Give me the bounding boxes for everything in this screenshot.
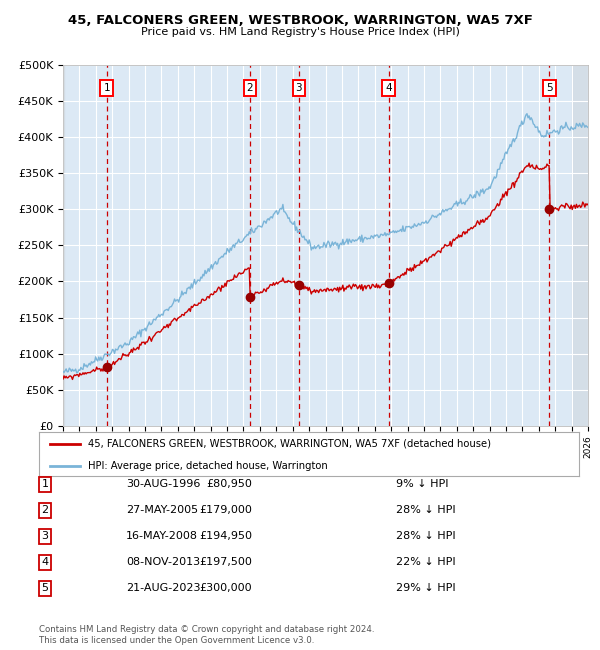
Text: 28% ↓ HPI: 28% ↓ HPI [396,505,455,515]
Text: £179,000: £179,000 [199,505,252,515]
Text: 1: 1 [103,83,110,93]
Text: 2: 2 [247,83,253,93]
Text: 1: 1 [41,479,49,489]
Text: 28% ↓ HPI: 28% ↓ HPI [396,531,455,541]
Text: 08-NOV-2013: 08-NOV-2013 [126,557,200,567]
Text: Contains HM Land Registry data © Crown copyright and database right 2024.
This d: Contains HM Land Registry data © Crown c… [39,625,374,645]
Text: 45, FALCONERS GREEN, WESTBROOK, WARRINGTON, WA5 7XF: 45, FALCONERS GREEN, WESTBROOK, WARRINGT… [68,14,532,27]
Bar [55,65,64,426]
Text: 2: 2 [41,505,49,515]
Text: 22% ↓ HPI: 22% ↓ HPI [396,557,455,567]
Text: 21-AUG-2023: 21-AUG-2023 [126,583,200,593]
Text: Price paid vs. HM Land Registry's House Price Index (HPI): Price paid vs. HM Land Registry's House … [140,27,460,37]
Text: £80,950: £80,950 [206,479,252,489]
Text: 16-MAY-2008: 16-MAY-2008 [126,531,198,541]
Text: 9% ↓ HPI: 9% ↓ HPI [396,479,449,489]
Text: 4: 4 [385,83,392,93]
Text: 5: 5 [546,83,553,93]
Text: 3: 3 [295,83,302,93]
Bar [572,65,596,426]
Text: 5: 5 [41,583,49,593]
Text: 3: 3 [41,531,49,541]
Text: 45, FALCONERS GREEN, WESTBROOK, WARRINGTON, WA5 7XF (detached house): 45, FALCONERS GREEN, WESTBROOK, WARRINGT… [88,439,491,449]
Text: HPI: Average price, detached house, Warrington: HPI: Average price, detached house, Warr… [88,461,328,471]
Text: 30-AUG-1996: 30-AUG-1996 [126,479,200,489]
Text: 4: 4 [41,557,49,567]
Text: 27-MAY-2005: 27-MAY-2005 [126,505,198,515]
Text: 29% ↓ HPI: 29% ↓ HPI [396,583,455,593]
Text: £194,950: £194,950 [199,531,252,541]
Text: £300,000: £300,000 [199,583,252,593]
Text: £197,500: £197,500 [199,557,252,567]
